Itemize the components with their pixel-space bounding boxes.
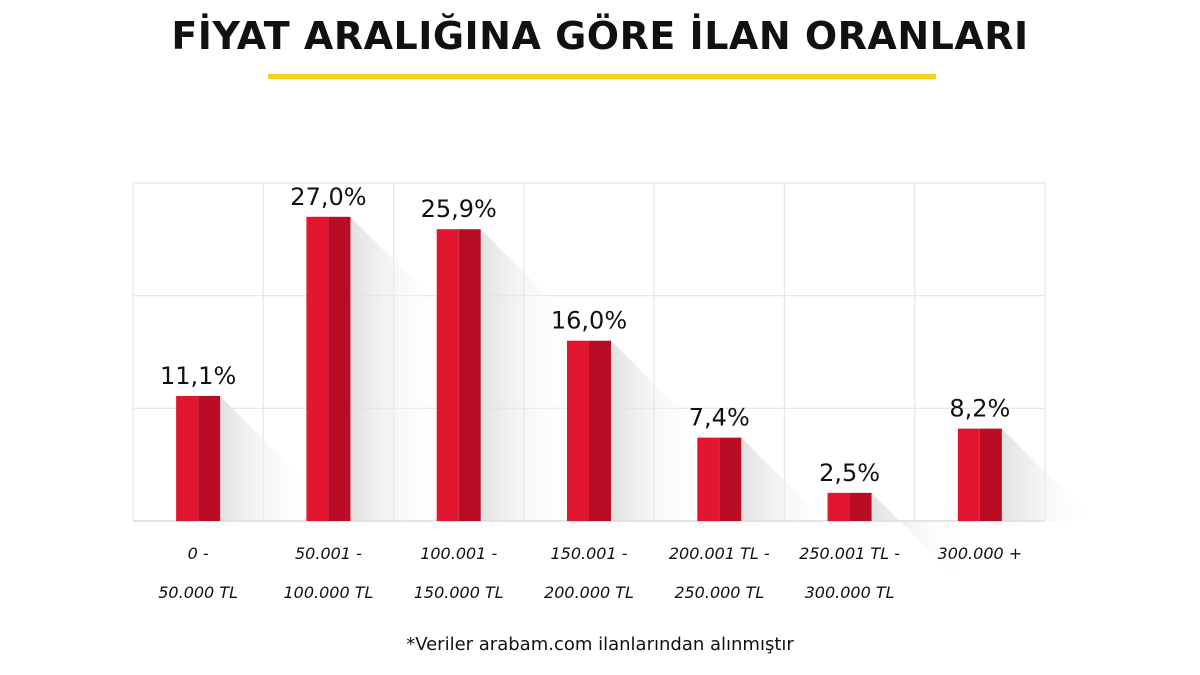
bar-face-dark	[198, 395, 221, 521]
category-label: 250.000 TL	[674, 583, 764, 602]
value-labels: 11,1% 27,0% 25,9% 16,0% 7,4% 2,5% 8,2%	[160, 183, 1010, 487]
value-label: 27,0%	[290, 183, 366, 211]
category-label: 100.000 TL	[283, 583, 373, 602]
category-label: 250.001 TL -	[799, 544, 900, 563]
value-label: 11,1%	[160, 362, 236, 390]
bar-7	[957, 428, 1002, 521]
category-label: 300.000 +	[938, 544, 1023, 563]
title-underline	[268, 74, 936, 79]
bar-shadow	[741, 437, 837, 533]
bar-shadow	[220, 395, 316, 521]
bar-1	[176, 395, 221, 521]
bar-face-light	[176, 395, 199, 521]
category-label: 200.000 TL	[544, 583, 634, 602]
bar-3	[436, 229, 481, 521]
bar-4	[567, 340, 611, 521]
bar-face-dark	[328, 216, 351, 522]
value-label: 8,2%	[949, 395, 1010, 423]
category-label: 300.000 TL	[805, 583, 895, 602]
bar-face-dark	[849, 492, 872, 521]
bar-shadow	[611, 340, 706, 521]
value-label: 7,4%	[689, 404, 750, 432]
bar-2	[306, 216, 351, 522]
bar-face-light	[436, 229, 459, 521]
bars	[176, 216, 1002, 522]
bar-face-light	[957, 428, 980, 521]
category-label: 200.001 TL -	[669, 544, 770, 563]
value-label: 16,0%	[551, 307, 627, 335]
category-label: 100.001 -	[420, 544, 497, 563]
bar-face-dark	[458, 229, 481, 521]
bar-shadow	[350, 216, 446, 522]
category-label: 0 -	[188, 544, 209, 563]
category-label: 150.001 -	[550, 544, 627, 563]
bar-shadow	[1001, 428, 1097, 524]
bar-6	[827, 492, 872, 521]
bar-shadows	[220, 216, 1097, 588]
bar-face-dark	[719, 437, 742, 521]
category-label: 50.000 TL	[158, 583, 238, 602]
bar-shadow	[480, 229, 576, 521]
bar-5	[697, 437, 742, 521]
category-label: 150.000 TL	[414, 583, 504, 602]
bar-shadow	[871, 492, 967, 588]
footnote: *Veriler arabam.com ilanlarından alınmış…	[406, 634, 794, 655]
chart-title: FİYAT ARALIĞINA GÖRE İLAN ORANLARI	[171, 14, 1029, 58]
category-labels: 0 - 50.000 TL 50.001 - 100.000 TL 100.001 - 1…	[158, 544, 1022, 602]
bar-face-dark	[589, 340, 611, 521]
bar-face-dark	[979, 428, 1002, 521]
value-label: 25,9%	[421, 195, 497, 223]
bar-face-light	[567, 340, 589, 521]
category-label: 50.001 -	[295, 544, 362, 563]
value-label: 2,5%	[819, 459, 880, 487]
bar-face-light	[697, 437, 720, 521]
bar-face-light	[306, 216, 329, 522]
bar-face-light	[827, 492, 850, 521]
